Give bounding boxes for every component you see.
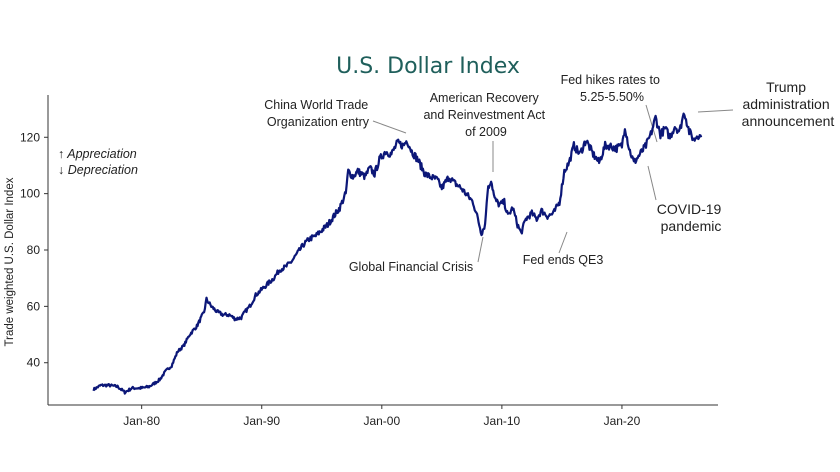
annotations: China World Trade Organization entry Ame… bbox=[264, 73, 834, 274]
annotation-arra-line-1: American Recovery bbox=[430, 91, 540, 105]
annotation-trump-line-1: Trump bbox=[766, 79, 806, 95]
annotation-qe3: Fed ends QE3 bbox=[523, 253, 604, 267]
annotation-trump-line-2: administration bbox=[742, 96, 829, 112]
annotation-qe3-line-1: Fed ends QE3 bbox=[523, 253, 604, 267]
annotation-covid-line-1: COVID-19 bbox=[657, 201, 722, 217]
annotation-fed-hikes-line-1: Fed hikes rates to bbox=[561, 73, 660, 87]
y-tick-label: 40 bbox=[27, 356, 41, 370]
annotation-arra: American Recovery and Reinvestment Act o… bbox=[423, 91, 548, 139]
annotation-fed-hikes: Fed hikes rates to 5.25-5.50% bbox=[561, 73, 664, 104]
annotation-china: China World Trade Organization entry bbox=[264, 98, 371, 129]
annotation-leader bbox=[558, 231, 568, 254]
x-ticks: Jan-80 Jan-90 Jan-00 Jan-10 Jan-20 bbox=[123, 405, 641, 428]
annotation-leader bbox=[647, 165, 657, 201]
x-tick-label: Jan-10 bbox=[484, 414, 521, 428]
y-axis-label: Trade weighted U.S. Dollar Index bbox=[4, 177, 16, 346]
annotation-gfc-line-1: Global Financial Crisis bbox=[349, 260, 473, 274]
annotation-gfc: Global Financial Crisis bbox=[349, 260, 473, 274]
direction-legend: ↑ Appreciation ↓ Depreciation bbox=[58, 147, 138, 177]
annotation-trump: Trump administration announcement bbox=[742, 79, 835, 129]
annotation-fed-hikes-line-2: 5.25-5.50% bbox=[580, 90, 644, 104]
legend-appreciation: ↑ Appreciation bbox=[58, 147, 137, 161]
y-ticks: 40 60 80 100 120 bbox=[20, 130, 48, 370]
annotation-trump-line-3: announcement bbox=[742, 113, 835, 129]
x-tick-label: Jan-90 bbox=[243, 414, 280, 428]
chart-title: U.S. Dollar Index bbox=[336, 54, 520, 79]
y-tick-label: 120 bbox=[20, 130, 40, 144]
annotation-covid: COVID-19 pandemic bbox=[657, 201, 725, 234]
annotation-china-line-2: Organization entry bbox=[267, 115, 370, 129]
x-tick-label: Jan-80 bbox=[123, 414, 160, 428]
annotation-china-line-1: China World Trade bbox=[264, 98, 368, 112]
x-tick-label: Jan-00 bbox=[363, 414, 400, 428]
y-tick-label: 60 bbox=[27, 299, 41, 313]
annotation-leaders bbox=[372, 104, 734, 263]
y-tick-label: 80 bbox=[27, 243, 41, 257]
annotation-arra-line-2: and Reinvestment Act bbox=[423, 108, 545, 122]
annotation-leader bbox=[697, 109, 734, 113]
annotation-leader bbox=[372, 120, 407, 134]
series-line-0 bbox=[92, 112, 703, 395]
series-group bbox=[92, 112, 703, 395]
annotation-leader bbox=[645, 104, 658, 143]
annotation-covid-line-2: pandemic bbox=[661, 218, 722, 234]
legend-depreciation: ↓ Depreciation bbox=[58, 163, 138, 177]
annotation-leader bbox=[477, 236, 484, 263]
annotation-arra-line-3: of 2009 bbox=[465, 125, 507, 139]
x-tick-label: Jan-20 bbox=[604, 414, 641, 428]
y-tick-label: 100 bbox=[20, 187, 40, 201]
